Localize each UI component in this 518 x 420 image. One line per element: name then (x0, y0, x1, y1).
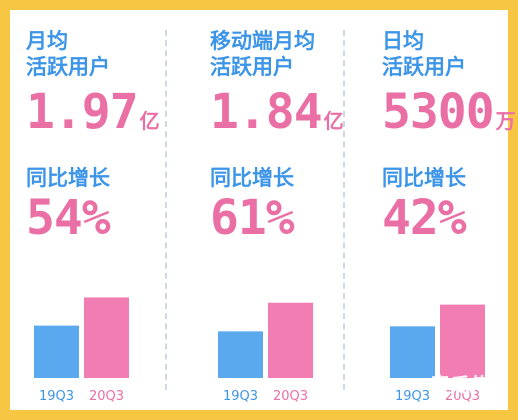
panel-title-line2: 活跃用户 (382, 55, 466, 79)
divider-2 (343, 30, 345, 390)
tick-label: 20Q3 (445, 389, 480, 404)
tick-label: 19Q3 (39, 389, 74, 404)
bar-19q3 (218, 331, 263, 378)
panel-mobile-mau: 移动端月均 活跃用户 1.84 亿 同比增长 61% 19Q3 20Q3 (210, 10, 344, 410)
panel-title-line1: 移动端月均 (210, 29, 315, 53)
infographic: 月均 活跃用户 1.97 亿 同比增长 54% 19Q3 20Q3 移动端月均 活跃… (10, 10, 516, 410)
growth-value: 54% (26, 190, 111, 246)
bar-chart: 19Q3 20Q3 (218, 302, 313, 404)
divider-1 (165, 30, 167, 390)
value-number: 1.97 (26, 84, 139, 140)
watermark: 青瓜传 (430, 373, 490, 397)
headline-value: 1.97 亿 (26, 84, 160, 140)
value-number: 1.84 (210, 84, 323, 140)
value-unit: 亿 (139, 109, 160, 133)
headline-value: 1.84 亿 (210, 84, 344, 140)
tick-label: 19Q3 (395, 389, 430, 404)
bar-19q3 (34, 325, 79, 378)
panel-title-line2: 活跃用户 (26, 55, 110, 79)
growth-value-text: 54% (26, 190, 111, 246)
panel-title-line1: 月均 (26, 29, 68, 53)
value-unit: 亿 (323, 109, 344, 133)
bar-19q3 (390, 326, 435, 378)
panel-dau: 日均 活跃用户 5300 万 同比增长 42% 19Q3 20Q3 (382, 10, 516, 410)
growth-value-text: 42% (382, 190, 467, 246)
bar-chart: 19Q3 20Q3 (34, 297, 129, 404)
tick-label: 20Q3 (273, 389, 308, 404)
value-unit: 万 (495, 109, 516, 133)
headline-value: 5300 万 (382, 84, 516, 140)
growth-label: 同比增长 (210, 166, 294, 190)
bar-20q3 (268, 302, 313, 378)
value-number: 5300 (382, 84, 495, 140)
growth-value: 61% (210, 190, 295, 246)
panel-mau: 月均 活跃用户 1.97 亿 同比增长 54% 19Q3 20Q3 (26, 10, 161, 410)
panel-title-line1: 日均 (382, 29, 424, 53)
bar-20q3 (84, 297, 129, 378)
bar-chart: 19Q3 20Q3 (390, 304, 485, 404)
growth-value: 42% (382, 190, 467, 246)
growth-value-text: 61% (210, 190, 295, 246)
tick-label: 19Q3 (223, 389, 258, 404)
growth-label: 同比增长 (382, 166, 466, 190)
panel-title-line2: 活跃用户 (210, 55, 294, 79)
growth-label: 同比增长 (26, 166, 110, 190)
tick-label: 20Q3 (89, 389, 124, 404)
bar-20q3 (440, 304, 485, 378)
